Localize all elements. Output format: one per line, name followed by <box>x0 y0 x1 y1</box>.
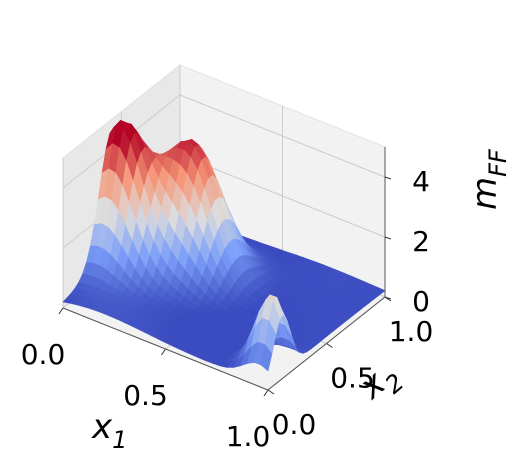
surface-plot <box>62 119 386 372</box>
surface-patch <box>260 343 273 372</box>
z-tick-label: 4 <box>412 165 430 198</box>
x2-tick <box>267 389 275 395</box>
z-tick-label: 0 <box>412 285 430 318</box>
z-tick <box>384 296 392 300</box>
x1-tick-label: 0.0 <box>21 338 66 371</box>
x1-tick <box>263 389 269 397</box>
z-axis-label: mFF <box>465 148 512 210</box>
x1-tick <box>58 307 64 315</box>
x2-tick-label: 1.0 <box>389 315 434 348</box>
x2-tick <box>326 343 333 348</box>
x-axis-label: x1 <box>91 407 127 454</box>
x1-tick <box>161 348 166 356</box>
z-tick <box>384 176 392 180</box>
z-tick <box>384 236 392 240</box>
z-tick-label: 2 <box>412 225 430 258</box>
x1-tick-label: 1.0 <box>226 420 271 453</box>
x2-tick-label: 0.5 <box>330 362 375 395</box>
grid-line-z-2 <box>62 94 386 189</box>
x2-tick-label: 0.0 <box>272 408 317 441</box>
x1-tick-label: 0.5 <box>123 379 168 412</box>
